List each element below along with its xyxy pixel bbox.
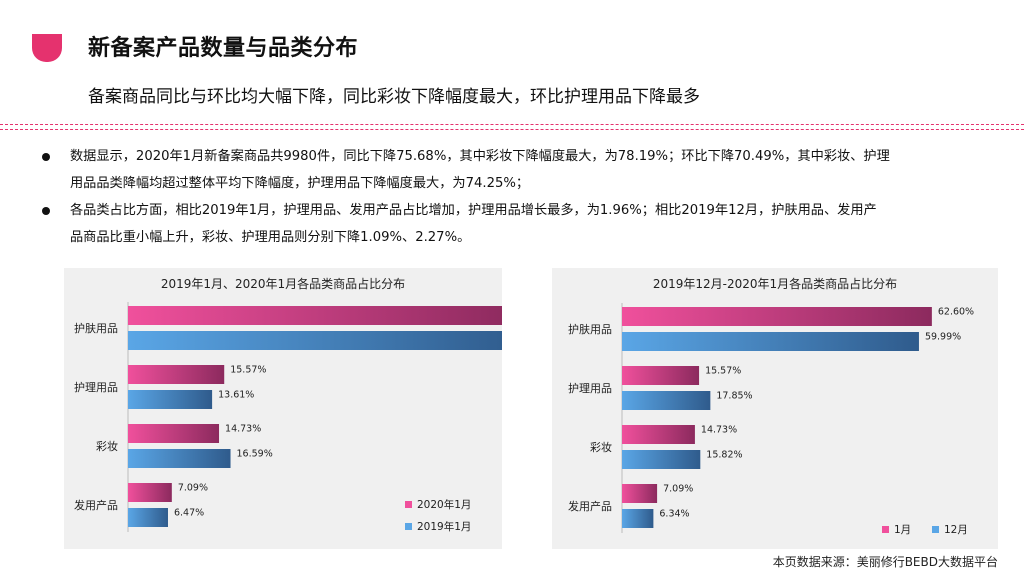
category-label: 彩妆 (96, 440, 118, 453)
data-label: 14.73% (701, 425, 737, 436)
data-source: 本页数据来源：美丽修行BEBD大数据平台 (772, 555, 998, 569)
bar (128, 331, 502, 350)
page-subtitle: 备案商品同比与环比均大幅下降，同比彩妆下降幅度最大，环比护理用品下降最多 (88, 87, 700, 107)
bullet-line: 品商品比重小幅上升，彩妆、护理用品则分别下降1.09%、2.27%。 (70, 230, 471, 245)
legend-swatch (405, 523, 412, 530)
bar (622, 366, 700, 385)
bar (128, 424, 220, 443)
summary-bullets: 数据显示，2020年1月新备案商品共9980件，同比下降75.68%，其中彩妆下… (42, 143, 992, 251)
bullet-dot-icon (42, 153, 50, 161)
category-label: 发用产品 (74, 498, 118, 512)
data-label: 15.82% (706, 450, 742, 461)
bar (622, 332, 919, 351)
bar (622, 391, 711, 410)
legend-label: 2019年1月 (417, 520, 471, 533)
legend-label: 12月 (944, 524, 968, 536)
bullet-line: 数据显示，2020年1月新备案商品共9980件，同比下降75.68%，其中彩妆下… (70, 149, 890, 164)
logo-icon (32, 34, 62, 62)
category-label: 发用产品 (568, 499, 612, 513)
legend-label: 1月 (894, 524, 911, 536)
chart-title: 2019年1月、2020年1月各品类商品占比分布 (161, 276, 405, 291)
chart-title: 2019年12月-2020年1月各品类商品占比分布 (653, 276, 897, 291)
page-title: 新备案产品数量与品类分布 (88, 36, 359, 61)
data-label: 16.59% (237, 449, 273, 460)
data-label: 59.99% (925, 332, 961, 343)
legend-swatch (405, 501, 412, 508)
category-label: 护理用品 (568, 381, 612, 395)
bar (128, 508, 168, 527)
divider-top (0, 124, 1024, 125)
bar (128, 365, 225, 384)
data-label: 14.73% (225, 424, 261, 435)
bar (622, 509, 654, 528)
bar (128, 306, 502, 325)
data-label: 7.09% (663, 484, 693, 495)
bar (128, 390, 213, 409)
bar (622, 307, 932, 326)
data-label: 13.61% (218, 390, 254, 401)
chart-mom: 2019年12月-2020年1月各品类商品占比分布护肤用品 62.60% 59.99… (552, 268, 998, 549)
data-label: 6.34% (659, 509, 689, 520)
data-label: 17.85% (716, 391, 752, 402)
category-label: 彩妆 (590, 441, 612, 454)
bar (128, 483, 172, 502)
data-label: 15.57% (230, 365, 266, 376)
bullet-dot-icon (42, 207, 50, 215)
bullet-line: 用品品类降幅均超过整体平均下降幅度，护理用品下降幅度最大，为74.25%； (70, 176, 530, 191)
category-label: 护理用品 (74, 380, 118, 394)
chart-yoy: 2019年1月、2020年1月各品类商品占比分布护肤用品62.60%63.33%… (64, 268, 502, 549)
bullet-item: 各品类占比方面，相比2019年1月，护理用品、发用产品占比增加，护理用品增长最多… (42, 197, 992, 251)
category-label: 护肤用品 (568, 322, 612, 336)
legend-swatch (882, 526, 889, 533)
bar (622, 450, 701, 469)
bar (128, 449, 231, 468)
bar (622, 484, 658, 503)
bar (622, 425, 695, 444)
divider-bottom (0, 129, 1024, 130)
category-label: 护肤用品 (74, 321, 118, 335)
legend-label: 2020年1月 (417, 498, 471, 511)
legend-swatch (932, 526, 939, 533)
chart-yoy-svg: 2019年1月、2020年1月各品类商品占比分布护肤用品62.60%63.33%… (74, 276, 502, 533)
bullet-line: 各品类占比方面，相比2019年1月，护理用品、发用产品占比增加，护理用品增长最多… (70, 203, 877, 218)
data-label: 7.09% (178, 483, 208, 494)
data-label: 6.47% (174, 508, 204, 519)
data-label: 15.57% (705, 366, 741, 377)
data-label: 62.60% (938, 307, 974, 318)
bullet-item: 数据显示，2020年1月新备案商品共9980件，同比下降75.68%，其中彩妆下… (42, 143, 992, 197)
